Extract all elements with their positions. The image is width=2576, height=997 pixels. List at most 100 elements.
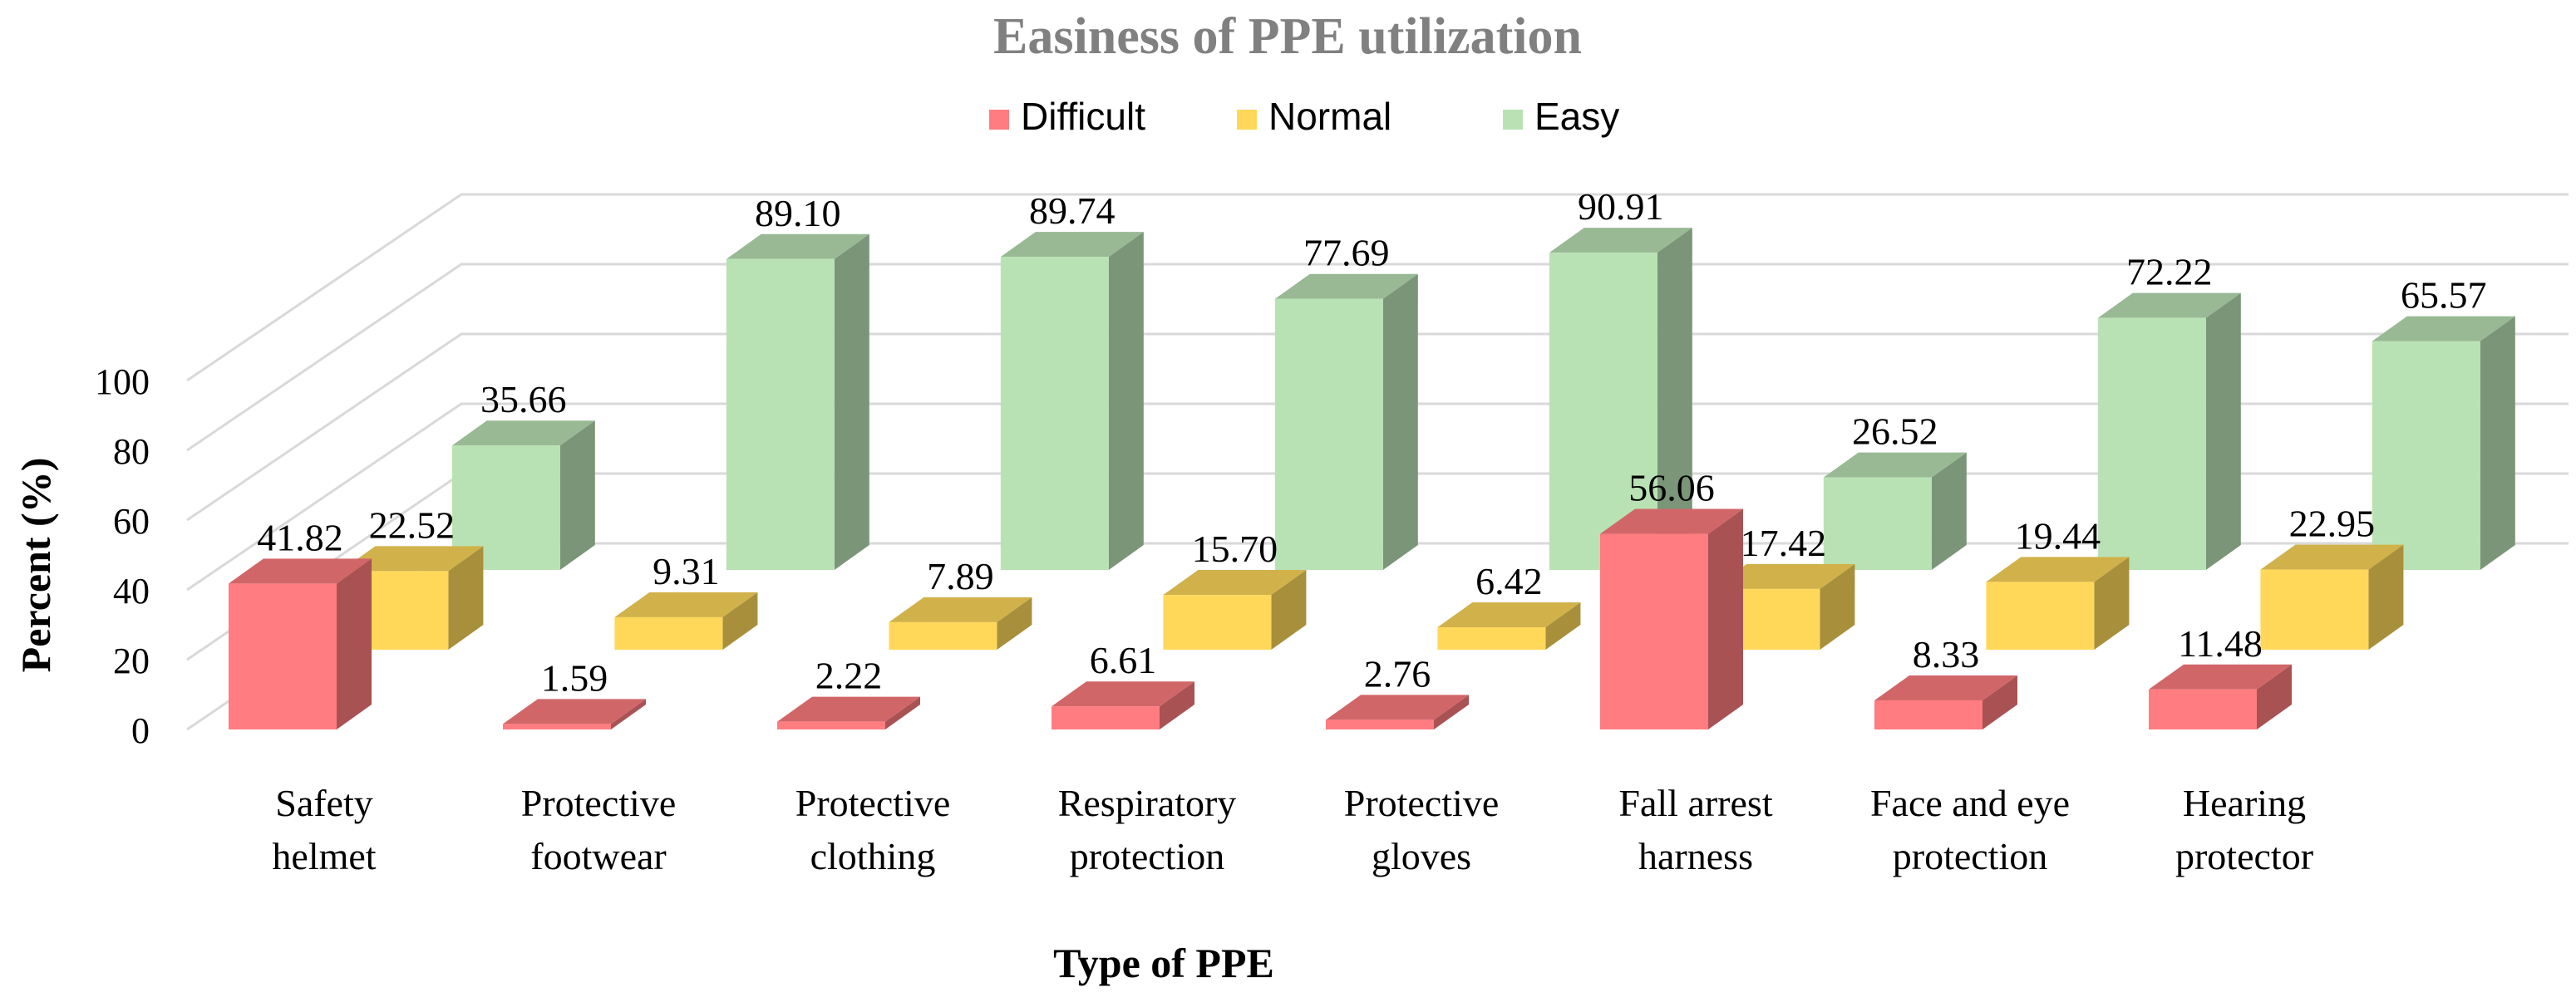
data-label-easy: 65.57 (2401, 274, 2487, 317)
bar-side-normal (448, 546, 484, 650)
category-label: Respiratory (1058, 782, 1237, 824)
legend-label-easy: Easy (1534, 95, 1619, 138)
category-label: gloves (1372, 835, 1471, 877)
gridline (186, 402, 2569, 592)
y-axis: 0 20 40 60 80 100 (95, 361, 150, 751)
data-label-easy: 26.52 (1852, 410, 1938, 453)
bar-normal (1437, 627, 1546, 650)
bar-difficult (229, 583, 337, 729)
data-label-difficult: 2.76 (1364, 652, 1431, 695)
data-label-normal: 7.89 (927, 555, 994, 597)
bar-top-easy (1549, 228, 1692, 253)
data-label-normal: 19.44 (2015, 514, 2101, 557)
bar-side-normal (1820, 563, 1855, 650)
bar-normal (889, 621, 997, 650)
category-label: Protective (795, 782, 951, 824)
bar-top-easy (1274, 273, 1418, 299)
bar-side-easy (2480, 316, 2515, 570)
bar-side-easy (559, 420, 595, 570)
data-label-difficult: 2.22 (815, 655, 883, 697)
bar-top-normal (1986, 557, 2130, 582)
bar-side-difficult (611, 699, 646, 729)
data-label-normal: 6.42 (1475, 560, 1543, 602)
category-label: Safety (275, 782, 373, 824)
y-tick-label: 100 (95, 361, 150, 402)
x-axis: Safety helmet Protective footwear Protective… (272, 782, 2313, 877)
category-label: Protective (1344, 782, 1500, 824)
data-label-difficult: 56.06 (1628, 467, 1715, 509)
bar-normal (614, 616, 723, 650)
data-label-difficult: 11.48 (2178, 622, 2263, 665)
y-tick-label: 0 (131, 710, 150, 751)
category-label: Protective (521, 782, 677, 824)
bar-side-normal (1545, 602, 1581, 650)
bar-difficult (503, 724, 611, 729)
bar-side-difficult (1982, 675, 2017, 729)
bar-side-easy (1108, 232, 1144, 570)
bar-difficult (1600, 533, 1708, 729)
bar-top-difficult (2149, 664, 2292, 690)
bar-side-normal (2368, 544, 2404, 650)
category-label: Fall arrest (1618, 782, 1772, 824)
bar-side-normal (1271, 570, 1307, 650)
bar-easy (1274, 298, 1383, 570)
legend: Difficult Normal Easy (989, 95, 1619, 138)
bar-top-difficult (1874, 675, 2017, 701)
legend-label-normal: Normal (1268, 95, 1391, 138)
y-tick-label: 20 (113, 641, 150, 681)
bar-top-difficult (1600, 508, 1743, 534)
bar-top-difficult (1052, 681, 1194, 707)
data-label-normal: 22.95 (2289, 503, 2376, 545)
bar-side-normal (722, 592, 758, 650)
bar-side-difficult (337, 558, 372, 729)
category-label: Hearing (2183, 782, 2306, 824)
bar-normal (2260, 569, 2369, 650)
bar-easy (726, 258, 835, 570)
data-label-easy: 77.69 (1303, 232, 1390, 274)
bar-top-normal (1437, 602, 1581, 628)
bar-normal (1163, 595, 1272, 650)
category-label: protector (2175, 835, 2313, 877)
chart-title: Easiness of PPE utilization (993, 8, 1582, 65)
data-label-easy: 35.66 (480, 378, 567, 420)
category-label: helmet (272, 835, 376, 877)
bar-top-difficult (229, 558, 372, 584)
bar-easy (1000, 257, 1109, 570)
bar-side-easy (2205, 292, 2241, 570)
bar-top-normal (614, 592, 758, 617)
bar-difficult (1052, 706, 1160, 729)
category-label: protection (1070, 835, 1225, 877)
bar-normal (1986, 582, 2095, 650)
gridline (186, 193, 2569, 382)
data-label-difficult: 1.59 (541, 656, 608, 699)
bar-side-difficult (885, 696, 920, 729)
bar-top-easy (726, 233, 869, 259)
bar-side-normal (997, 597, 1032, 650)
data-label-easy: 89.74 (1029, 189, 1116, 232)
bar-top-normal (1163, 570, 1307, 596)
bar-top-normal (1712, 563, 1855, 589)
bar-difficult (1326, 720, 1434, 729)
y-tick-label: 80 (113, 431, 150, 472)
bar-side-normal (2094, 557, 2130, 650)
bar-top-difficult (503, 699, 646, 724)
bar-side-easy (834, 233, 869, 570)
data-label-difficult: 6.61 (1090, 639, 1157, 681)
gridline (186, 332, 2569, 522)
bar-top-difficult (777, 696, 920, 722)
data-label-easy: 89.10 (755, 192, 841, 234)
bar-side-difficult (1708, 508, 1743, 729)
category-label: protection (1893, 835, 2048, 877)
bar-easy (2372, 341, 2480, 570)
bar-side-easy (1931, 452, 1967, 570)
bar-top-easy (1000, 232, 1144, 258)
data-label-easy: 90.91 (1578, 185, 1664, 228)
data-label-difficult: 8.33 (1913, 633, 1980, 675)
bar-top-normal (340, 546, 484, 572)
data-labels: 35.66 89.10 89.74 77.69 90.91 26.52 72.22 65.57… (257, 185, 2486, 699)
bar-easy (1823, 477, 1932, 570)
x-axis-title: Type of PPE (1053, 940, 1274, 986)
bar-top-normal (2260, 544, 2404, 570)
category-label: harness (1638, 835, 1753, 877)
data-label-normal: 17.42 (1741, 522, 1827, 564)
